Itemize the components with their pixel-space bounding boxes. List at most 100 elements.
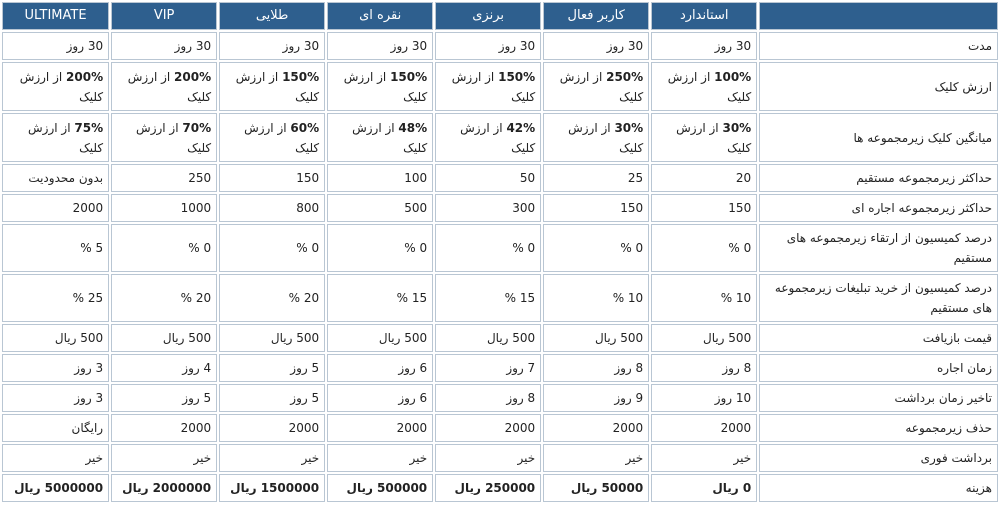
table-row: حذف زیرمجموعه 2000 2000 2000 2000 2000 2000 رای… [2,414,998,442]
table-cell: 42% از ارزش کلیک [435,113,542,162]
table-cell: 60% از ارزش کلیک [219,113,326,162]
table-row: زمان اجاره 8 روز 8 روز 7 روز 6 روز 5 روز 4 روز… [2,354,998,382]
percent-suffix: از ارزش کلیک [136,121,212,155]
table-cell: 20 [651,164,758,192]
table-cell: 8 روز [651,354,758,382]
row-label: ارزش کلیک [759,62,998,111]
table-cell: 7 روز [435,354,542,382]
row-label: درصد کمیسیون از خرید تبلیغات زیرمجموعه ه… [759,274,998,322]
table-cell: خیر [435,444,542,472]
table-cell: 500 ریال [651,324,758,352]
table-row: درصد کمیسیون از ارتقاء زیرمجموعه های مست… [2,224,998,272]
table-cell: 70% از ارزش کلیک [111,113,218,162]
plan-header: کاربر فعال [543,2,650,30]
plans-comparison-table: استاندارد کاربر فعال برنزی نقره ای طلایی… [2,2,998,502]
table-cell: 30 روز [2,32,110,60]
table-cell: 150% از ارزش کلیک [219,62,326,111]
table-cell: 2000 [111,414,218,442]
table-cell: 5 % [2,224,110,272]
table-cell: 100 [327,164,434,192]
table-cell: 2000 [435,414,542,442]
percent-value: 70% [182,121,212,135]
table-cell: 5 روز [219,354,326,382]
table-cell: 48% از ارزش کلیک [327,113,434,162]
table-row: درصد کمیسیون از خرید تبلیغات زیرمجموعه ه… [2,274,998,322]
table-cell: 30 روز [219,32,326,60]
row-label: مدت [759,32,998,60]
table-cell: 30% از ارزش کلیک [543,113,650,162]
percent-value: 200% [174,70,212,84]
percent-value: 60% [290,121,320,135]
table-cell: 0 % [543,224,650,272]
row-label: حذف زیرمجموعه [759,414,998,442]
table-row: مدت 30 روز 30 روز 30 روز 30 روز 30 روز 30 روز 3… [2,32,998,60]
row-label: درصد کمیسیون از ارتقاء زیرمجموعه های مست… [759,224,998,272]
percent-suffix: از ارزش کلیک [568,121,644,155]
row-label: حداکثر زیرمجموعه اجاره ای [759,194,998,222]
table-cell: 20 % [111,274,218,322]
percent-suffix: از ارزش کلیک [667,70,752,104]
table-cell: 8 روز [543,354,650,382]
table-row: برداشت فوری خیر خیر خیر خیر خیر خیر خیر [2,444,998,472]
row-label: هزینه [759,474,998,502]
table-cell: 2000 [543,414,650,442]
row-label: برداشت فوری [759,444,998,472]
table-cell: 500000 ریال [327,474,434,502]
percent-suffix: از ارزش کلیک [352,121,428,155]
table-cell: 800 [219,194,326,222]
percent-suffix: از ارزش کلیک [451,70,536,104]
table-cell: بدون محدودیت [2,164,110,192]
table-cell: 75% از ارزش کلیک [2,113,110,162]
table-cell: خیر [651,444,758,472]
table-cell: 500 ریال [219,324,326,352]
percent-value: 75% [74,121,104,135]
plan-header: طلایی [219,2,326,30]
table-cell: 5 روز [111,384,218,412]
table-cell: 10 روز [651,384,758,412]
table-cell: 4 روز [111,354,218,382]
table-cell: 250000 ریال [435,474,542,502]
percent-suffix: از ارزش کلیک [676,121,752,155]
percent-value: 30% [722,121,752,135]
percent-suffix: از ارزش کلیک [343,70,428,104]
row-label: زمان اجاره [759,354,998,382]
percent-value: 150% [390,70,428,84]
percent-suffix: از ارزش کلیک [559,70,644,104]
table-cell: 500 ریال [543,324,650,352]
table-cell: 0 ریال [651,474,758,502]
plan-header: استاندارد [651,2,758,30]
table-cell: 15 % [435,274,542,322]
table-cell: 10 % [543,274,650,322]
row-label: تاخیر زمان برداشت [759,384,998,412]
table-cell: 30 روز [327,32,434,60]
table-row: قیمت بازیافت 500 ریال 500 ریال 500 ریال 500 … [2,324,998,352]
percent-value: 42% [506,121,536,135]
table-cell: 30 روز [543,32,650,60]
header-row: استاندارد کاربر فعال برنزی نقره ای طلایی… [2,2,998,30]
table-cell: 250% از ارزش کلیک [543,62,650,111]
table-cell: 100% از ارزش کلیک [651,62,758,111]
table-row: تاخیر زمان برداشت 10 روز 9 روز 8 روز 6 روز 5 … [2,384,998,412]
percent-suffix: از ارزش کلیک [244,121,320,155]
table-cell: خیر [543,444,650,472]
table-row: حداکثر زیرمجموعه اجاره ای 150 150 300 500 800… [2,194,998,222]
table-cell: 2000 [651,414,758,442]
percent-value: 48% [398,121,428,135]
table-cell: 10 % [651,274,758,322]
table-cell: خیر [2,444,110,472]
table-cell: 30 روز [435,32,542,60]
table-cell: 200% از ارزش کلیک [111,62,218,111]
table-cell: 2000 [219,414,326,442]
table-cell: 150 [543,194,650,222]
row-label: حداکثر زیرمجموعه مستقیم [759,164,998,192]
table-cell: 25 % [2,274,110,322]
table-cell: 5000000 ریال [2,474,110,502]
percent-suffix: از ارزش کلیک [28,121,104,155]
table-cell: 1000 [111,194,218,222]
percent-value: 200% [66,70,104,84]
table-cell: 500 ریال [111,324,218,352]
table-cell: 150 [651,194,758,222]
table-cell: 0 % [327,224,434,272]
table-cell: 0 % [435,224,542,272]
table-cell: 6 روز [327,384,434,412]
